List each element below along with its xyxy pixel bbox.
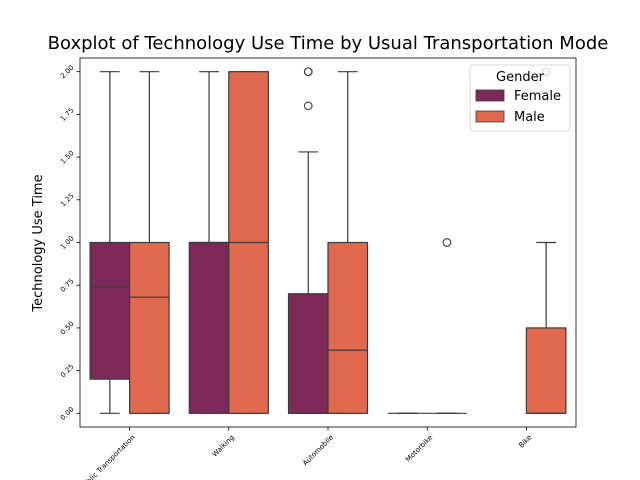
box <box>89 241 131 380</box>
x-tick-label: Walking <box>211 433 236 458</box>
y-tick-label: 1.00 <box>59 234 76 251</box>
box-group-male-4 <box>525 67 567 414</box>
box-group-female-2 <box>287 67 329 414</box>
box-group-male-1 <box>228 71 269 414</box>
box <box>129 241 170 414</box>
box-group-male-0 <box>129 71 170 414</box>
x-tick-label: Automobile <box>301 433 335 467</box>
plot-area <box>89 67 567 414</box>
box <box>525 327 567 414</box>
chart-title: Boxplot of Technology Use Time by Usual … <box>48 33 609 54</box>
outlier-point <box>442 238 452 247</box>
legend: Gender Female Male <box>469 64 571 132</box>
y-axis-ticks: 0.00 0.25 0.50 0.75 1.00 1.25 1.50 1.75 2.00 <box>59 64 80 422</box>
outlier-point <box>303 67 313 77</box>
y-tick-label: 1.75 <box>59 106 76 123</box>
legend-swatch-male <box>475 110 505 123</box>
x-tick-label: Public Transportation <box>79 433 137 480</box>
legend-label-male: Male <box>514 110 545 125</box>
y-tick-label: 1.25 <box>59 192 76 209</box>
y-tick-label: 0.75 <box>59 277 76 294</box>
x-axis-ticks: Public Transportation Walking Automobile Mo… <box>79 427 534 480</box>
legend-title: Gender <box>496 70 545 85</box>
y-tick-label: 1.50 <box>59 149 76 166</box>
box-group-male-2 <box>327 71 369 414</box>
outlier-point <box>303 101 313 111</box>
y-tick-label: 0.50 <box>59 320 76 337</box>
box-group-female-0 <box>89 71 131 414</box>
box <box>287 293 329 414</box>
y-tick-label: 0.00 <box>59 405 76 422</box>
legend-swatch-female <box>475 89 505 102</box>
box-group-female-1 <box>188 71 230 414</box>
y-tick-label: 0.25 <box>59 363 76 380</box>
box <box>188 241 230 414</box>
y-tick-label: 2.00 <box>59 64 76 81</box>
x-tick-label: Bike <box>517 433 533 449</box>
x-tick-label: Motorbike <box>404 433 434 463</box>
box-group-male-3 <box>427 238 467 414</box>
y-axis-label: Technology Use Time <box>31 174 46 312</box>
legend-label-female: Female <box>514 89 561 104</box>
box <box>327 241 369 414</box>
